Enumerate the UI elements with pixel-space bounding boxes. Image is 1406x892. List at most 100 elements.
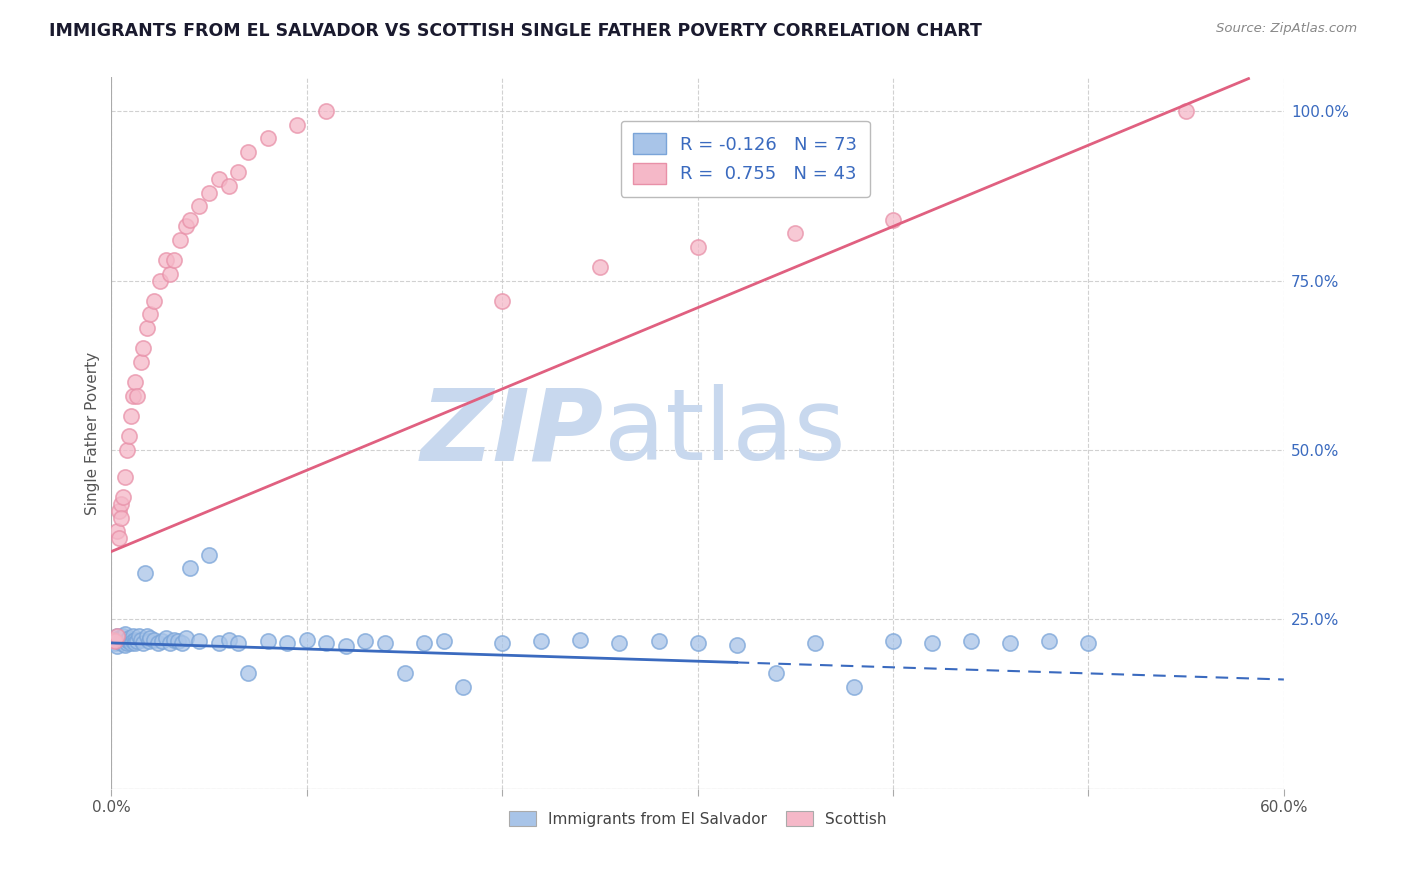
Point <box>105 629 128 643</box>
Point <box>148 636 170 650</box>
Text: ZIP: ZIP <box>420 384 603 482</box>
Point <box>150 633 173 648</box>
Point <box>128 629 150 643</box>
Point <box>169 233 191 247</box>
Point <box>256 131 278 145</box>
Point <box>315 104 337 119</box>
Point <box>112 629 135 643</box>
Y-axis label: Single Father Poverty: Single Father Poverty <box>86 351 100 515</box>
Point <box>285 118 308 132</box>
Point <box>725 638 748 652</box>
Point <box>208 172 231 186</box>
Point <box>218 632 240 647</box>
Point <box>159 636 181 650</box>
Point <box>335 640 357 654</box>
Point <box>104 636 127 650</box>
Point <box>491 293 513 308</box>
Point <box>170 636 193 650</box>
Point <box>198 548 221 562</box>
Point <box>124 636 146 650</box>
Point <box>105 640 128 654</box>
Point <box>166 633 188 648</box>
Text: atlas: atlas <box>603 384 845 482</box>
Point <box>765 666 787 681</box>
Text: Source: ZipAtlas.com: Source: ZipAtlas.com <box>1216 22 1357 36</box>
Point <box>1038 633 1060 648</box>
Point <box>135 321 157 335</box>
Point <box>921 636 943 650</box>
Point <box>110 632 132 647</box>
Point <box>238 666 260 681</box>
Point <box>295 632 318 647</box>
Point <box>315 636 337 650</box>
Point <box>125 633 148 648</box>
Point <box>118 631 141 645</box>
Point <box>105 629 128 643</box>
Point <box>149 274 172 288</box>
Point <box>174 631 197 645</box>
Point <box>647 633 669 648</box>
Point <box>188 199 211 213</box>
Point <box>686 240 709 254</box>
Point <box>134 566 156 581</box>
Point <box>135 629 157 643</box>
Point <box>228 636 250 650</box>
Point <box>785 226 807 240</box>
Point <box>179 561 201 575</box>
Point <box>842 680 865 694</box>
Point <box>103 632 125 647</box>
Point <box>188 633 211 648</box>
Point <box>108 633 131 648</box>
Point <box>118 633 141 648</box>
Point <box>218 178 240 193</box>
Point <box>131 636 153 650</box>
Point <box>129 355 152 369</box>
Point <box>110 497 132 511</box>
Point <box>609 636 631 650</box>
Text: IMMIGRANTS FROM EL SALVADOR VS SCOTTISH SINGLE FATHER POVERTY CORRELATION CHART: IMMIGRANTS FROM EL SALVADOR VS SCOTTISH … <box>49 22 981 40</box>
Point <box>143 632 166 647</box>
Point <box>120 636 142 650</box>
Point <box>163 632 186 647</box>
Point <box>108 504 131 518</box>
Point <box>960 633 983 648</box>
Point <box>125 389 148 403</box>
Point <box>238 145 260 159</box>
Point <box>129 632 152 647</box>
Point <box>115 632 138 647</box>
Point <box>491 636 513 650</box>
Point <box>139 631 162 645</box>
Point <box>120 409 142 423</box>
Point <box>354 633 377 648</box>
Point <box>122 633 145 648</box>
Point <box>1000 636 1022 650</box>
Point <box>374 636 396 650</box>
Point <box>139 308 162 322</box>
Point <box>105 524 128 538</box>
Point <box>413 636 436 650</box>
Point <box>131 342 153 356</box>
Point <box>1077 636 1099 650</box>
Point <box>155 631 177 645</box>
Point <box>686 636 709 650</box>
Point <box>804 636 827 650</box>
Point <box>112 633 135 648</box>
Point <box>112 491 135 505</box>
Point <box>174 219 197 234</box>
Point <box>882 212 904 227</box>
Point <box>108 631 131 645</box>
Point <box>143 293 166 308</box>
Point <box>108 531 131 545</box>
Point <box>122 389 145 403</box>
Point <box>433 633 456 648</box>
Point <box>228 165 250 179</box>
Point <box>530 633 553 648</box>
Point <box>115 442 138 457</box>
Point <box>256 633 278 648</box>
Point <box>163 253 186 268</box>
Point <box>569 632 592 647</box>
Point <box>589 260 612 274</box>
Point <box>104 633 127 648</box>
Point <box>208 636 231 650</box>
Point <box>451 680 474 694</box>
